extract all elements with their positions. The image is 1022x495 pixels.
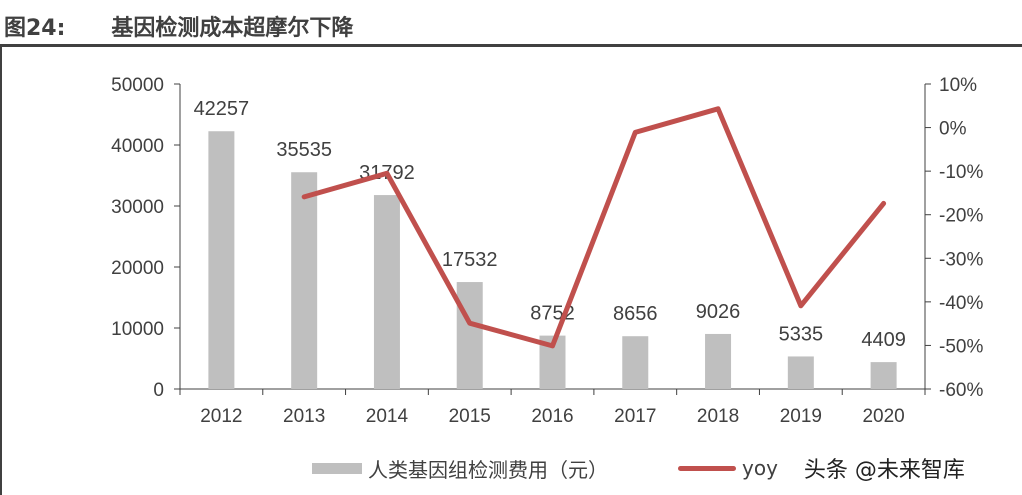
bar-data-label: 4409 xyxy=(861,329,906,351)
right-tick-label: -10% xyxy=(939,162,983,183)
x-tick-label: 2014 xyxy=(366,406,409,427)
bar-data-label: 35535 xyxy=(276,139,332,161)
x-tick-label: 2020 xyxy=(862,406,904,427)
bar-data-label: 8656 xyxy=(613,303,658,325)
yoy-line xyxy=(301,106,887,349)
bar-data-label: 9026 xyxy=(696,301,741,323)
right-tick-label: -20% xyxy=(939,206,983,227)
bar xyxy=(291,172,318,389)
x-tick-label: 2013 xyxy=(283,406,325,427)
bar xyxy=(870,362,897,389)
x-tick-label: 2016 xyxy=(531,406,573,427)
right-tick-label: -40% xyxy=(939,293,983,314)
bar-data-label: 42257 xyxy=(194,98,250,120)
x-tick-label: 2019 xyxy=(780,406,822,427)
right-tick-label: -60% xyxy=(939,380,983,401)
left-tick-label: 10000 xyxy=(111,319,164,340)
x-tick-label: 2012 xyxy=(200,406,242,427)
right-tick-label: 10% xyxy=(939,75,977,96)
bar xyxy=(456,282,483,389)
x-tick-label: 2017 xyxy=(614,406,656,427)
bar-data-label: 17532 xyxy=(442,249,498,271)
left-tick-label: 0 xyxy=(153,380,164,401)
left-border xyxy=(0,44,2,495)
legend-bar-label: 人类基因组检测费用（元） xyxy=(368,457,608,482)
bar xyxy=(373,195,400,389)
left-tick-label: 40000 xyxy=(111,136,164,157)
title-rule xyxy=(0,44,1022,47)
bar xyxy=(705,333,732,389)
bar xyxy=(622,336,649,389)
bar xyxy=(787,356,814,389)
legend: 人类基因组检测费用（元） yoy 头条 @未来智库 xyxy=(312,452,965,484)
left-tick-label: 50000 xyxy=(111,75,164,96)
watermark: 头条 @未来智库 xyxy=(803,458,965,483)
legend-line-swatch xyxy=(678,465,736,471)
legend-bar-swatch xyxy=(312,462,362,474)
x-tick-label: 2018 xyxy=(697,406,739,427)
left-tick-label: 20000 xyxy=(111,258,164,279)
right-tick-label: -50% xyxy=(939,336,983,357)
bar-data-label: 5335 xyxy=(779,323,824,345)
right-tick-label: 0% xyxy=(939,119,967,140)
bar xyxy=(208,131,235,389)
legend-line-label: yoy xyxy=(742,456,778,480)
left-tick-label: 30000 xyxy=(111,197,164,218)
x-tick-label: 2015 xyxy=(449,406,491,427)
figure-title: 图24: 基因检测成本超摩尔下降 xyxy=(4,16,354,41)
right-tick-label: -30% xyxy=(939,249,983,270)
